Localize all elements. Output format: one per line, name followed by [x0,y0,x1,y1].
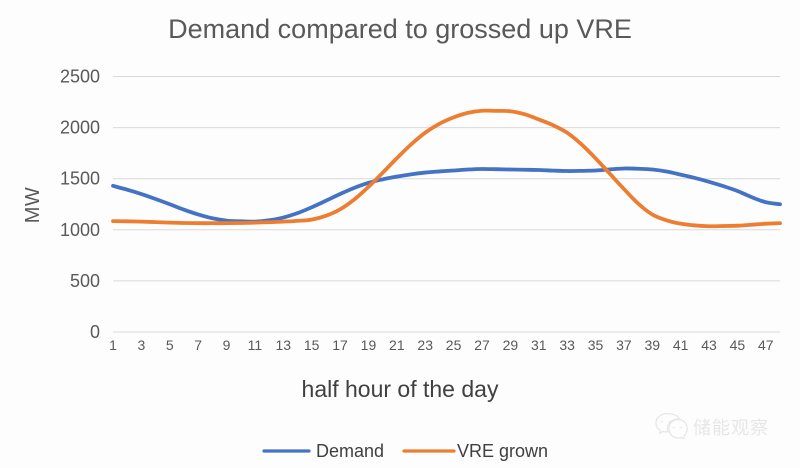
svg-text:27: 27 [474,337,490,353]
svg-text:2500: 2500 [60,67,100,87]
svg-text:15: 15 [304,337,320,353]
svg-text:23: 23 [417,337,433,353]
svg-text:17: 17 [332,337,348,353]
svg-text:13: 13 [276,337,292,353]
svg-text:VRE grown: VRE grown [457,441,548,461]
svg-text:9: 9 [223,337,231,353]
svg-text:45: 45 [730,337,746,353]
svg-text:19: 19 [361,337,377,353]
svg-text:1500: 1500 [60,169,100,189]
svg-text:41: 41 [673,337,689,353]
svg-text:29: 29 [503,337,519,353]
svg-text:25: 25 [446,337,462,353]
svg-text:500: 500 [70,271,100,291]
svg-text:47: 47 [758,337,774,353]
svg-text:33: 33 [559,337,575,353]
svg-text:11: 11 [248,337,263,353]
svg-text:39: 39 [644,337,660,353]
svg-text:35: 35 [588,337,604,353]
svg-text:5: 5 [166,337,174,353]
svg-text:37: 37 [616,337,632,353]
svg-text:1000: 1000 [60,220,100,240]
svg-text:31: 31 [531,337,547,353]
svg-text:1: 1 [109,337,117,353]
svg-text:2000: 2000 [60,118,100,138]
svg-text:Demand: Demand [316,441,384,461]
svg-text:43: 43 [701,337,717,353]
svg-text:3: 3 [137,337,145,353]
svg-text:21: 21 [389,337,405,353]
svg-text:7: 7 [194,337,202,353]
svg-text:0: 0 [90,322,100,342]
